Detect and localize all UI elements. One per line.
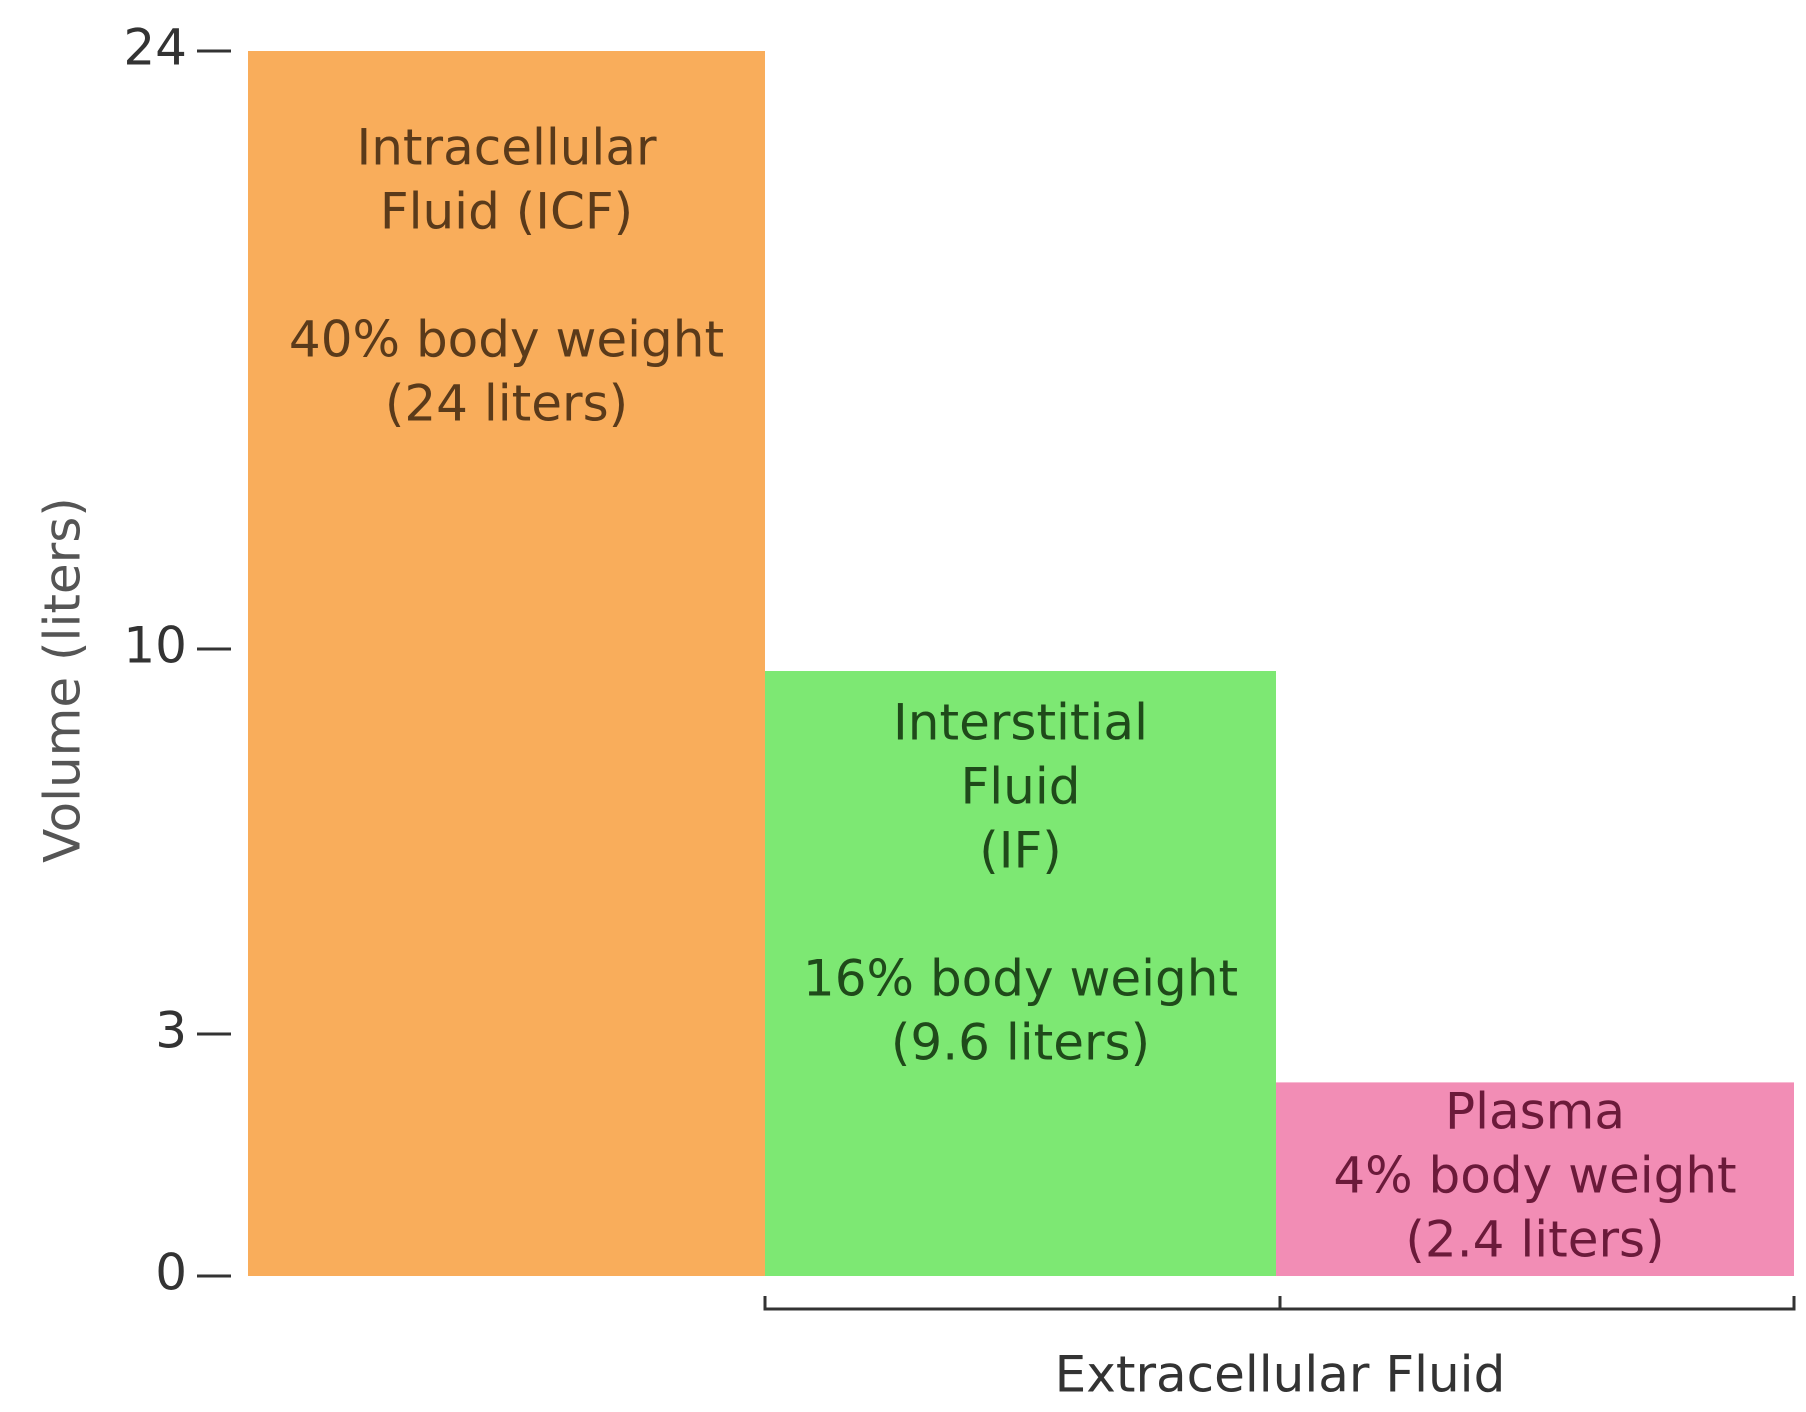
value-label: (24 liters) [385, 375, 628, 433]
bar-label: 40% body weight [289, 311, 724, 369]
bar [1276, 1082, 1794, 1276]
bar-label: Interstitial [893, 694, 1148, 752]
bracket [763, 1296, 1796, 1311]
bar-label: (IF) [979, 822, 1062, 880]
y-tick-label: 24 [123, 19, 187, 77]
y-axis-label: Volume (liters) [34, 497, 92, 863]
bar-label: Intracellular [356, 119, 656, 177]
bar [248, 51, 765, 1276]
bar-label: 4% body weight [1333, 1147, 1736, 1205]
bar-label: Fluid [961, 758, 1081, 816]
bar-label: 16% body weight [803, 950, 1238, 1008]
group-label: Extracellular Fluid [1055, 1346, 1506, 1404]
y-tick-label: 0 [155, 1244, 187, 1302]
value-label: (9.6 liters) [891, 1014, 1150, 1072]
y-tick-label: 10 [123, 617, 187, 675]
bar [765, 671, 1276, 1276]
y-tick-label: 3 [155, 1002, 187, 1060]
bar-label: Fluid (ICF) [380, 183, 633, 241]
bar-label: Plasma [1445, 1083, 1625, 1141]
value-label: (2.4 liters) [1405, 1211, 1664, 1269]
